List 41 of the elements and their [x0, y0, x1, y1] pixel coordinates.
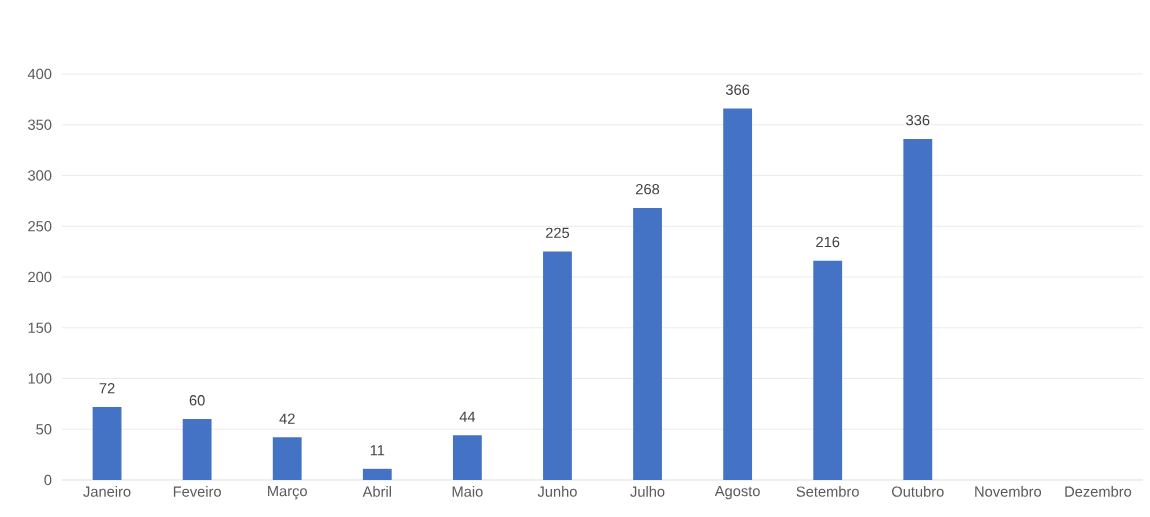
x-tick-label: Novembro [975, 486, 1042, 497]
y-tick-label: 300 [28, 170, 52, 181]
y-tick-label: 400 [27, 68, 52, 80]
y-tick-label: 250 [28, 221, 52, 232]
y-tick-label: 0 [44, 474, 52, 486]
bar [92, 406, 122, 480]
y-tick-label: 100 [28, 373, 52, 384]
y-tick-label: 200 [28, 271, 52, 283]
bar [723, 108, 753, 480]
data-label: 225 [545, 227, 570, 239]
bar [182, 419, 212, 480]
y-tick-label: 50 [36, 424, 52, 435]
data-label: 11 [370, 445, 385, 456]
data-label: 44 [459, 411, 476, 422]
data-label: 216 [816, 236, 840, 248]
x-tick-label: Abril [362, 486, 391, 497]
data-label: 336 [906, 114, 930, 126]
x-tick-label: Janeiro [83, 486, 131, 497]
x-tick-label: Março [268, 486, 307, 500]
bar [272, 437, 302, 480]
x-tick-label: Julho [630, 486, 665, 497]
data-label: 72 [99, 383, 115, 394]
x-tick-label: Feveiro [173, 486, 221, 497]
x-tick-label: Dezembro [1065, 486, 1132, 497]
x-tick-label: Maio [452, 486, 483, 497]
bar [452, 435, 482, 480]
bar [633, 207, 662, 480]
x-tick-label: Setembro [796, 486, 859, 497]
x-tick-label: Outubro [891, 486, 944, 497]
bar [813, 260, 843, 480]
bar [903, 138, 933, 480]
data-label: 42 [279, 413, 295, 424]
bar [543, 251, 572, 480]
bar [362, 468, 392, 480]
data-label: 60 [189, 395, 205, 406]
x-tick-label: Junho [537, 486, 577, 497]
x-tick-label: Agosto [714, 486, 760, 500]
data-label: 268 [636, 184, 660, 195]
y-tick-label: 350 [28, 119, 52, 130]
data-label: 366 [725, 84, 750, 95]
y-tick-label: 150 [28, 322, 52, 333]
